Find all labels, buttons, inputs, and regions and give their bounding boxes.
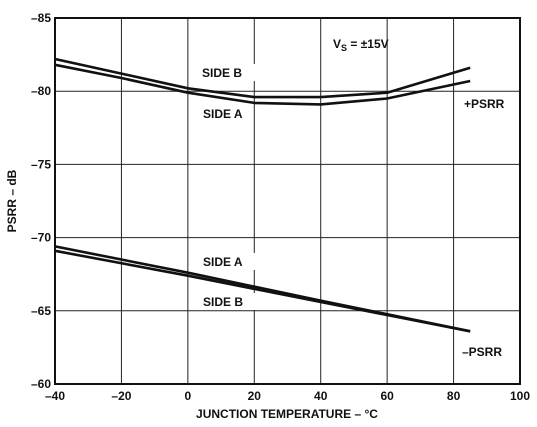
plot-frame	[54, 17, 521, 385]
series-layer	[54, 57, 471, 333]
y-tick-label: –65	[31, 304, 51, 318]
y-tick-label: –75	[31, 157, 51, 171]
series-line-minus-psrr-side-b	[54, 249, 471, 333]
label-side-a-upper: SIDE A	[203, 107, 243, 121]
series-line-plus-psrr-side-b	[54, 57, 471, 99]
x-tick-label: 60	[380, 389, 394, 403]
tick-labels: –40 –20 0 20 40 60 80 100 –60 –65 –70 –75 –80 –85	[31, 11, 530, 403]
x-tick-label: 20	[248, 389, 262, 403]
label-side-a-lower: SIDE A	[203, 255, 243, 269]
y-tick-label: –60	[31, 377, 51, 391]
annotation-labels: SIDE B SIDE A +PSRR SIDE A SIDE B –PSRR	[199, 64, 518, 360]
y-axis-label: PSRR – dB	[5, 169, 19, 232]
label-plus-psrr: +PSRR	[464, 97, 505, 111]
condition-value: = ±15V	[347, 37, 389, 51]
x-tick-label: 100	[510, 389, 530, 403]
y-tick-label: –80	[31, 84, 51, 98]
x-tick-label: 0	[185, 389, 192, 403]
x-tick-label: 80	[447, 389, 461, 403]
y-tick-label: –85	[31, 11, 51, 25]
condition-subscript: S	[341, 43, 347, 53]
condition-label: VS = ±15V	[333, 37, 389, 53]
label-minus-psrr: –PSRR	[462, 345, 502, 359]
condition-main: V	[333, 37, 341, 51]
label-side-b-upper: SIDE B	[202, 66, 242, 80]
x-tick-label: –20	[111, 389, 131, 403]
x-axis-label: JUNCTION TEMPERATURE – °C	[196, 407, 378, 421]
x-tick-label: 40	[314, 389, 328, 403]
series-line-plus-psrr-side-a	[54, 63, 471, 106]
x-tick-label: –40	[45, 389, 65, 403]
y-tick-label: –70	[31, 231, 51, 245]
label-side-b-lower: SIDE B	[203, 295, 243, 309]
